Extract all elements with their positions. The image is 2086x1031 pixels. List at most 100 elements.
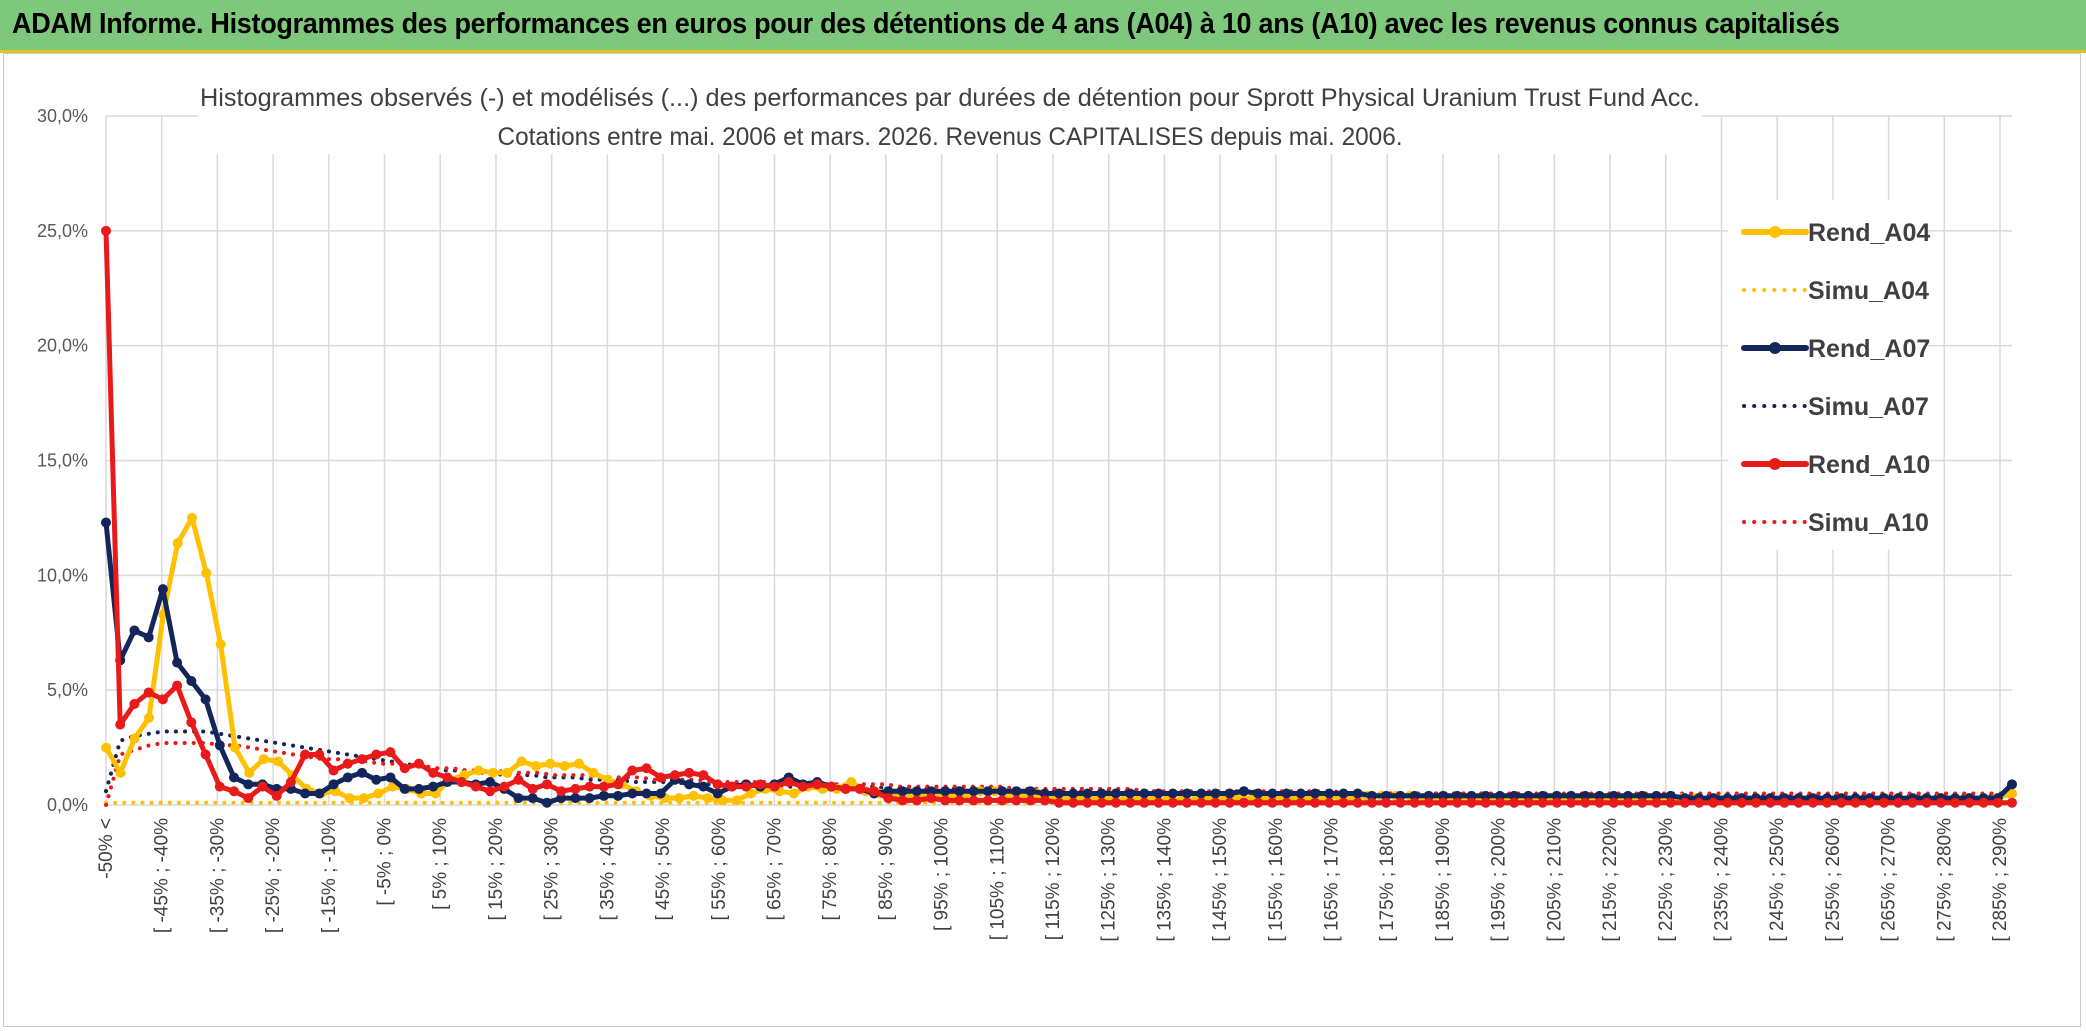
- data-point: [684, 779, 695, 790]
- data-point: [982, 795, 993, 806]
- data-point: [702, 793, 713, 804]
- data-point: [399, 783, 410, 794]
- y-tick-label: 0,0%: [47, 795, 88, 815]
- x-tick-label: [ 155% ; 160%: [1266, 818, 1287, 942]
- data-point: [1822, 797, 1833, 808]
- data-point: [157, 694, 168, 705]
- data-point: [641, 788, 652, 799]
- data-point: [342, 758, 353, 769]
- data-point: [1253, 797, 1264, 808]
- data-point: [1622, 797, 1633, 808]
- data-point: [1139, 788, 1150, 799]
- data-point: [911, 795, 922, 806]
- data-point: [2007, 797, 2017, 808]
- data-point: [428, 767, 439, 778]
- x-tick-label: [ 145% ; 150%: [1210, 818, 1231, 942]
- data-point: [570, 793, 581, 804]
- x-tick-label: [ 115% ; 120%: [1043, 818, 1064, 940]
- data-point: [712, 788, 723, 799]
- data-point: [1267, 797, 1278, 808]
- data-point: [243, 779, 254, 790]
- data-point: [513, 793, 524, 804]
- data-point: [1864, 797, 1875, 808]
- data-point: [897, 786, 908, 797]
- data-point: [1523, 790, 1534, 801]
- data-point: [698, 770, 709, 781]
- x-tick-label: [ 185% ; 190%: [1433, 818, 1454, 942]
- data-point: [2007, 788, 2017, 799]
- data-point: [201, 568, 212, 579]
- data-point: [1054, 797, 1064, 808]
- data-point: [1494, 797, 1505, 808]
- data-point: [1253, 788, 1264, 799]
- data-point: [545, 758, 556, 769]
- x-tick-label: [ -45% ; -40%: [152, 818, 173, 933]
- data-point: [1750, 797, 1761, 808]
- data-point: [1694, 797, 1705, 808]
- data-point: [1196, 788, 1207, 799]
- data-point: [854, 783, 865, 794]
- data-point: [1082, 797, 1093, 808]
- data-point: [1950, 797, 1961, 808]
- data-point: [487, 767, 498, 778]
- data-point: [1580, 797, 1591, 808]
- data-point: [1935, 797, 1946, 808]
- x-tick-label: [ 105% ; 110%: [987, 818, 1008, 940]
- data-point: [1765, 797, 1776, 808]
- data-point: [399, 763, 410, 774]
- data-point: [627, 788, 638, 799]
- data-point: [328, 779, 339, 790]
- data-point: [1921, 797, 1932, 808]
- data-point: [1992, 797, 2003, 808]
- data-point: [200, 694, 211, 705]
- data-point: [1836, 797, 1847, 808]
- data-point: [314, 749, 325, 760]
- x-tick-label: [ 135% ; 140%: [1154, 818, 1175, 942]
- data-point: [172, 657, 183, 668]
- x-tick-label: [ 165% ; 170%: [1322, 818, 1343, 942]
- series-rend-a07: [101, 517, 2017, 808]
- data-point: [115, 719, 126, 730]
- data-point: [129, 698, 140, 709]
- data-point: [229, 786, 240, 797]
- data-point: [1779, 797, 1790, 808]
- data-point: [328, 765, 339, 776]
- data-point: [1167, 788, 1178, 799]
- y-tick-label: 30,0%: [37, 106, 88, 126]
- data-point: [627, 765, 638, 776]
- data-point: [688, 790, 699, 801]
- data-point: [129, 733, 140, 744]
- data-point: [229, 742, 240, 753]
- data-point: [826, 781, 837, 792]
- data-point: [1167, 797, 1178, 808]
- data-point: [530, 760, 541, 771]
- x-tick-label: [ -35% ; -30%: [207, 818, 228, 933]
- data-point: [1665, 797, 1676, 808]
- data-point: [1025, 786, 1036, 797]
- data-point: [1324, 788, 1335, 799]
- data-point: [129, 625, 140, 636]
- data-point: [1381, 797, 1392, 808]
- series-line: [103, 228, 2015, 806]
- data-point: [1793, 797, 1804, 808]
- data-point: [1153, 788, 1164, 799]
- data-point: [115, 767, 126, 778]
- data-point: [954, 795, 965, 806]
- data-point: [1238, 797, 1249, 808]
- data-point: [1523, 797, 1534, 808]
- data-point: [869, 786, 880, 797]
- data-point: [1224, 788, 1235, 799]
- x-tick-label: [ 195% ; 200%: [1489, 818, 1510, 942]
- data-point: [1381, 790, 1392, 801]
- data-point: [1310, 788, 1321, 799]
- x-tick-label: [ 285% ; 290%: [1990, 818, 2011, 942]
- data-point: [157, 584, 168, 595]
- data-point: [925, 786, 936, 797]
- data-point: [172, 538, 183, 549]
- data-point: [244, 767, 255, 778]
- data-point: [272, 756, 283, 767]
- data-point: [1196, 797, 1207, 808]
- data-point: [1324, 797, 1335, 808]
- data-point: [1566, 790, 1577, 801]
- data-point: [1082, 788, 1093, 799]
